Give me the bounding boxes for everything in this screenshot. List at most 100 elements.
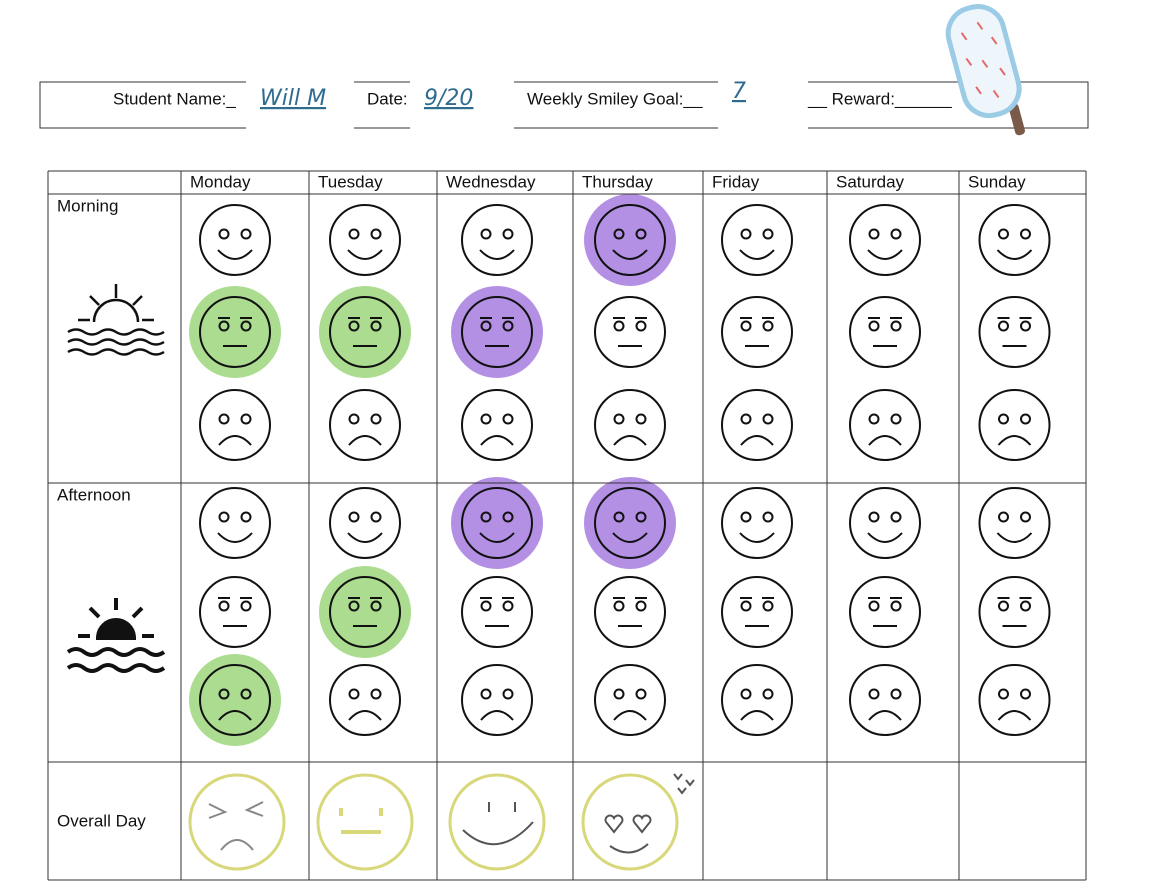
face-outline	[849, 576, 921, 648]
eye	[502, 511, 514, 523]
eye	[370, 320, 382, 332]
day-header: Sunday	[968, 172, 1026, 191]
face-sad	[849, 664, 921, 736]
row-label: Overall Day	[57, 811, 146, 830]
eye	[480, 228, 492, 240]
eye	[502, 228, 514, 240]
mouth	[612, 249, 648, 260]
eye	[740, 511, 752, 523]
highlight	[319, 286, 411, 378]
face-happy	[461, 204, 533, 276]
face-sad	[461, 389, 533, 461]
eye	[240, 511, 252, 523]
face-outline	[978, 204, 1051, 276]
angry-eyes	[208, 801, 264, 819]
eye	[370, 688, 382, 700]
eye	[635, 688, 647, 700]
face-outline	[199, 487, 271, 559]
mouth	[868, 710, 902, 721]
face-outline	[721, 664, 793, 736]
eye	[480, 688, 492, 700]
day-header: Saturday	[836, 172, 905, 191]
face-outline	[329, 204, 401, 276]
face-outline	[849, 487, 921, 559]
eye	[240, 228, 252, 240]
face-neutral	[461, 296, 533, 368]
face-sad	[329, 664, 401, 736]
face-happy	[849, 487, 921, 559]
face-outline	[199, 576, 271, 648]
eye	[1020, 413, 1031, 425]
header-box	[39, 81, 1089, 129]
eye	[502, 688, 514, 700]
mouth	[997, 710, 1032, 721]
reward-label: __ Reward:______	[807, 89, 952, 108]
eye	[890, 413, 902, 425]
eye	[635, 413, 647, 425]
face-outline	[721, 576, 793, 648]
mouth	[997, 435, 1032, 446]
face-outline	[461, 664, 533, 736]
undefined	[581, 773, 679, 871]
face-neutral	[461, 576, 533, 648]
eye	[218, 600, 230, 612]
eye	[613, 413, 625, 425]
face-outline	[199, 204, 271, 276]
face-neutral	[721, 296, 793, 368]
face-neutral	[594, 296, 666, 368]
day-header: Tuesday	[318, 172, 383, 191]
mouth	[740, 435, 774, 446]
highlight	[189, 654, 281, 746]
face-outline	[329, 664, 401, 736]
eye	[370, 600, 382, 612]
eye	[635, 511, 647, 523]
sunrise-icon	[67, 284, 165, 356]
mouth	[479, 249, 515, 260]
popsicle-drawing	[945, 4, 1025, 136]
face-outline	[594, 664, 666, 736]
eye	[370, 228, 382, 240]
undefined	[448, 773, 546, 871]
face-sad	[199, 389, 271, 461]
eye	[762, 228, 774, 240]
eye	[868, 320, 880, 332]
eye	[480, 600, 492, 612]
face-outline	[978, 487, 1051, 559]
face-outline	[461, 296, 533, 368]
eye	[635, 600, 647, 612]
eye	[740, 413, 752, 425]
highlight	[189, 286, 281, 378]
face-happy	[329, 204, 401, 276]
smile	[462, 802, 534, 846]
face-happy	[199, 487, 271, 559]
table: Monday Tuesday Wednesday Thursday Friday Satu…	[47, 170, 1087, 881]
mouth	[868, 435, 902, 446]
face-happy	[849, 204, 921, 276]
face-outline	[721, 204, 793, 276]
eye	[502, 320, 514, 332]
eye	[890, 511, 902, 523]
eye	[868, 600, 880, 612]
goal: 7	[732, 79, 746, 104]
mouth	[740, 710, 774, 721]
frown	[220, 839, 254, 851]
row-label: Afternoon	[57, 485, 131, 504]
mouth	[217, 532, 253, 543]
gap	[410, 72, 514, 134]
gap	[718, 72, 808, 134]
undefined	[188, 773, 286, 871]
face-outline	[849, 664, 921, 736]
mouth	[348, 710, 382, 721]
face-outline	[199, 664, 271, 736]
day-header: Thursday	[582, 172, 653, 191]
face-neutral	[978, 296, 1051, 368]
eye	[890, 688, 902, 700]
eye	[1020, 320, 1031, 332]
mouth	[739, 249, 775, 260]
eye	[868, 511, 880, 523]
eye	[348, 320, 360, 332]
eye	[613, 511, 625, 523]
face-neutral	[329, 296, 401, 368]
